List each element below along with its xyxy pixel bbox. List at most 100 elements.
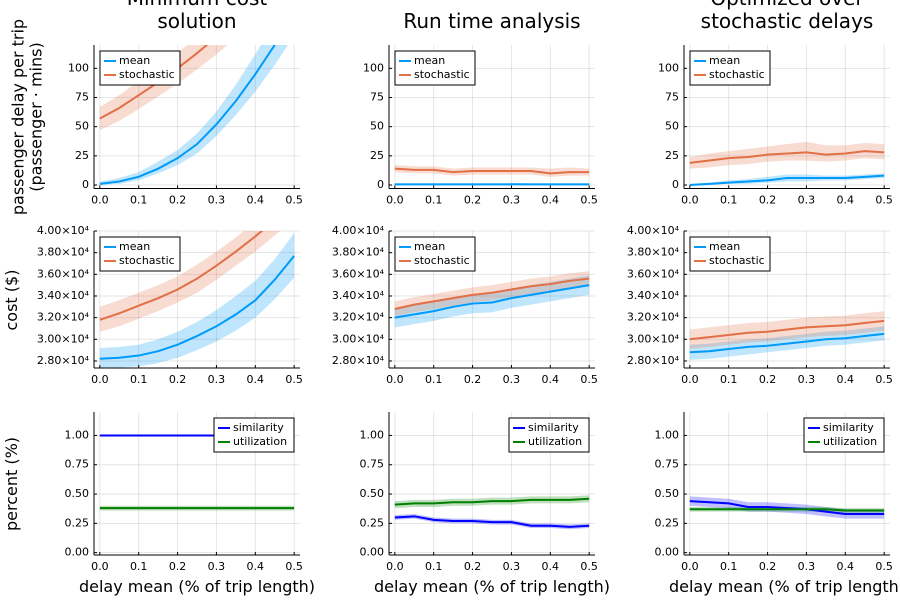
y-tick-label: 3.20×10⁴ [332, 311, 385, 324]
y-tick-label: 50 [75, 120, 89, 133]
x-tick-label: 0.4 [837, 373, 855, 386]
y-tick-label: 0.00 [655, 546, 680, 559]
legend-label: similarity [528, 421, 579, 434]
x-tick-label: 0.4 [837, 194, 855, 207]
y-tick-label: 3.60×10⁴ [332, 267, 385, 280]
x-tick-label: 0.5 [580, 194, 598, 207]
x-tick-label: 0.0 [386, 560, 404, 573]
y-tick-label: 3.20×10⁴ [37, 311, 90, 324]
x-axis-label: delay mean (% of trip length) [78, 577, 316, 596]
y-tick-label: 25 [370, 149, 384, 162]
x-tick-label: 0.0 [91, 560, 109, 573]
y-axis-label: percent (%) [1, 436, 21, 531]
x-tick-label: 0.0 [681, 560, 699, 573]
x-tick-label: 0.5 [875, 560, 893, 573]
line [394, 515, 590, 528]
x-tick-label: 0.3 [798, 560, 816, 573]
y-tick-label: 1.00 [360, 428, 385, 441]
legend-box [508, 417, 590, 453]
x-tick-label: 0.4 [837, 560, 855, 573]
x-tick-label: 0.4 [542, 194, 560, 207]
x-tick-label: 0.1 [130, 373, 148, 386]
band [394, 271, 590, 317]
plot-area [689, 496, 885, 519]
x-tick-label: 0.2 [169, 560, 187, 573]
y-tick-label: 0.00 [360, 546, 385, 559]
x-tick-label: 0.5 [875, 373, 893, 386]
subplot: 0.0 0.1 0.2 0.3 0.4 0.5 0 25 50 75 100 meanstochast… [363, 45, 598, 207]
legend-label: mean [119, 54, 150, 67]
line [689, 319, 885, 341]
y-tick-label: 0.50 [65, 487, 90, 500]
legend-label: stochastic [709, 68, 765, 81]
line [394, 497, 590, 506]
band [99, 231, 281, 332]
y-tick-label: 25 [665, 149, 679, 162]
line [394, 284, 590, 319]
x-tick-label: 0.5 [580, 373, 598, 386]
line [689, 332, 885, 354]
line [99, 45, 209, 120]
legend-box [689, 236, 771, 272]
x-tick-label: 0.1 [425, 194, 443, 207]
subplot-title: Run time analysis [403, 9, 581, 33]
y-tick-label: 100 [658, 61, 679, 74]
x-tick-label: 0.3 [798, 373, 816, 386]
x-tick-label: 0.4 [247, 560, 265, 573]
y-tick-label: 100 [68, 61, 89, 74]
y-tick-label: 2.80×10⁴ [627, 354, 680, 367]
y-tick-label: 75 [75, 91, 89, 104]
x-tick-label: 0.2 [169, 194, 187, 207]
y-tick-label: 3.00×10⁴ [332, 332, 385, 345]
y-tick-label: 3.40×10⁴ [37, 289, 90, 302]
y-tick-label: 0 [82, 178, 89, 191]
plot-area [394, 165, 590, 186]
y-tick-label: 0.00 [65, 546, 90, 559]
x-tick-label: 0.0 [681, 194, 699, 207]
band [99, 45, 228, 131]
plot-area [99, 45, 288, 185]
x-tick-label: 0.2 [169, 373, 187, 386]
legend-label: utilization [823, 435, 877, 448]
legend-label: mean [414, 240, 445, 253]
x-tick-label: 0.5 [285, 373, 303, 386]
x-tick-label: 0.1 [720, 560, 738, 573]
legend-label: mean [709, 240, 740, 253]
x-tick-label: 0.3 [503, 194, 521, 207]
legend-box [803, 417, 885, 453]
x-axis-label: delay mean (% of trip length) [668, 577, 900, 596]
line [689, 174, 885, 186]
legend-box [394, 236, 476, 272]
y-tick-label: 0.25 [65, 516, 90, 529]
y-tick-label: 0.75 [360, 458, 385, 471]
line [394, 277, 590, 310]
plot-area [394, 271, 590, 328]
legend-label: mean [414, 54, 445, 67]
line [99, 45, 276, 185]
subplot-title: Optimized over stochastic delays [700, 0, 874, 33]
x-tick-label: 0.5 [285, 194, 303, 207]
legend-label: stochastic [414, 68, 470, 81]
legend-label: similarity [233, 421, 284, 434]
x-tick-label: 0.2 [759, 194, 777, 207]
x-tick-label: 0.2 [464, 194, 482, 207]
plot-area [394, 495, 590, 530]
legend-box [213, 417, 295, 453]
x-tick-label: 0.5 [580, 560, 598, 573]
subplot: 0.0 0.1 0.2 0.3 0.4 0.5 2.80×10⁴ 3.00×10⁴ 3.20×1… [332, 224, 598, 386]
legend-box [689, 50, 771, 86]
x-tick-label: 0.0 [91, 373, 109, 386]
x-tick-label: 0.0 [386, 194, 404, 207]
legend-label: mean [709, 54, 740, 67]
plot-area [689, 141, 885, 186]
subplot: 0.0 0.1 0.2 0.3 0.4 0.5 0.00 0.25 0.50 0.75 1.00 si… [65, 412, 303, 573]
legend-label: stochastic [414, 254, 470, 267]
band [689, 141, 885, 169]
subplot: 0.0 0.1 0.2 0.3 0.4 0.5 0 25 50 75 100 meanstochast… [658, 45, 893, 207]
